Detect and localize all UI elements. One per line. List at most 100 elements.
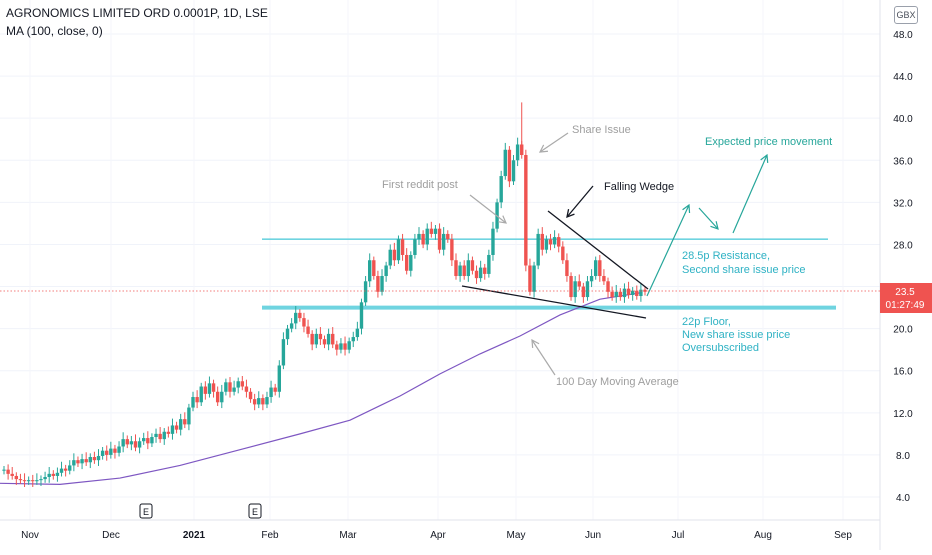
y-tick-label: 48.0: [893, 30, 913, 41]
candle: [72, 453, 76, 472]
candle: [503, 142, 507, 180]
candle: [10, 467, 14, 480]
candle: [470, 256, 475, 275]
candle: [532, 261, 536, 298]
ma-arrow[interactable]: [531, 338, 556, 376]
candle: [257, 391, 261, 409]
earnings-marker[interactable]: E: [248, 503, 262, 519]
candle: [2, 465, 6, 475]
candle: [289, 318, 294, 333]
share-issue-arrow[interactable]: [538, 132, 569, 153]
candle: [88, 453, 92, 469]
annotation-floor-line1: 22p Floor,: [682, 316, 731, 328]
candle: [454, 253, 458, 280]
candle: [355, 321, 360, 341]
candle: [285, 324, 290, 345]
candle: [96, 449, 101, 466]
expected-down-arrow[interactable]: [698, 207, 719, 230]
candle: [162, 428, 166, 445]
candle: [43, 471, 47, 483]
candle: [298, 309, 302, 322]
falling-wedge-arrow[interactable]: [566, 185, 594, 219]
candle: [413, 233, 417, 259]
candle: [302, 312, 306, 333]
candle: [100, 447, 105, 460]
wedge-upper-line[interactable]: [547, 210, 649, 290]
earnings-marker-label: E: [252, 507, 258, 517]
candle: [215, 386, 220, 406]
annotation-falling-wedge: Falling Wedge: [604, 181, 674, 193]
candle: [26, 476, 31, 485]
candle: [18, 473, 23, 484]
ma-line: [0, 292, 641, 485]
candle: [211, 379, 216, 398]
candle: [63, 464, 68, 477]
drawings: [461, 132, 769, 376]
x-tick-label: Apr: [430, 530, 446, 541]
x-tick-label: Nov: [21, 530, 39, 541]
candle: [437, 223, 442, 254]
reddit-post-arrow[interactable]: [469, 194, 507, 224]
x-tick-label: Dec: [102, 530, 120, 541]
candle: [351, 331, 355, 348]
candle: [228, 377, 232, 398]
grid: [0, 0, 880, 520]
candle: [622, 283, 627, 303]
candle: [310, 330, 314, 351]
candle: [170, 418, 175, 440]
candle: [31, 474, 35, 488]
candle: [236, 377, 240, 394]
candle: [388, 244, 392, 270]
candle: [367, 253, 372, 288]
candle: [499, 170, 503, 209]
candle: [450, 233, 454, 267]
y-tick-label: 4.0: [896, 493, 910, 504]
candle: [466, 253, 471, 282]
candle: [191, 391, 195, 412]
candle: [400, 233, 405, 261]
candle: [51, 470, 56, 480]
candle: [281, 332, 286, 370]
x-axis-ticks: Nov Dec 2021 Feb Mar Apr May Jun Jul Aug Sep: [21, 530, 852, 541]
candle: [441, 227, 446, 256]
candle: [137, 437, 142, 454]
candle: [359, 298, 364, 335]
candle: [59, 461, 64, 477]
candle: [187, 403, 191, 431]
wedge-lower-line[interactable]: [461, 285, 647, 319]
candle: [598, 254, 602, 282]
ma-100-line[interactable]: [0, 292, 641, 485]
annotation-floor-line2: New share issue price: [682, 329, 790, 341]
expected-up-arrow-1[interactable]: [646, 203, 691, 297]
expected-up-arrow-2[interactable]: [732, 153, 769, 234]
candle: [113, 444, 117, 459]
candle: [409, 251, 413, 277]
candle: [133, 434, 138, 452]
candle: [557, 233, 561, 253]
candle: [544, 235, 549, 254]
candle: [458, 261, 462, 282]
candle: [392, 242, 397, 267]
candle: [536, 228, 540, 270]
candle: [478, 260, 483, 282]
candle: [207, 376, 212, 398]
earnings-marker[interactable]: E: [139, 503, 153, 519]
currency-badge[interactable]: GBX: [894, 6, 918, 24]
candle: [618, 288, 623, 301]
candle: [166, 426, 171, 438]
indicator-legend[interactable]: MA (100, close, 0): [6, 24, 103, 38]
candle: [384, 261, 388, 282]
x-tick-label: 2021: [183, 530, 206, 541]
candle: [507, 146, 512, 188]
candle: [610, 286, 614, 301]
candle: [55, 467, 60, 482]
candle: [446, 230, 450, 243]
current-price-badge: 23.5 01:27:49: [880, 283, 932, 313]
candle: [273, 383, 277, 396]
candle: [630, 287, 635, 301]
x-tick-label: Feb: [261, 530, 279, 541]
candle: [425, 223, 429, 251]
candle: [146, 431, 150, 450]
